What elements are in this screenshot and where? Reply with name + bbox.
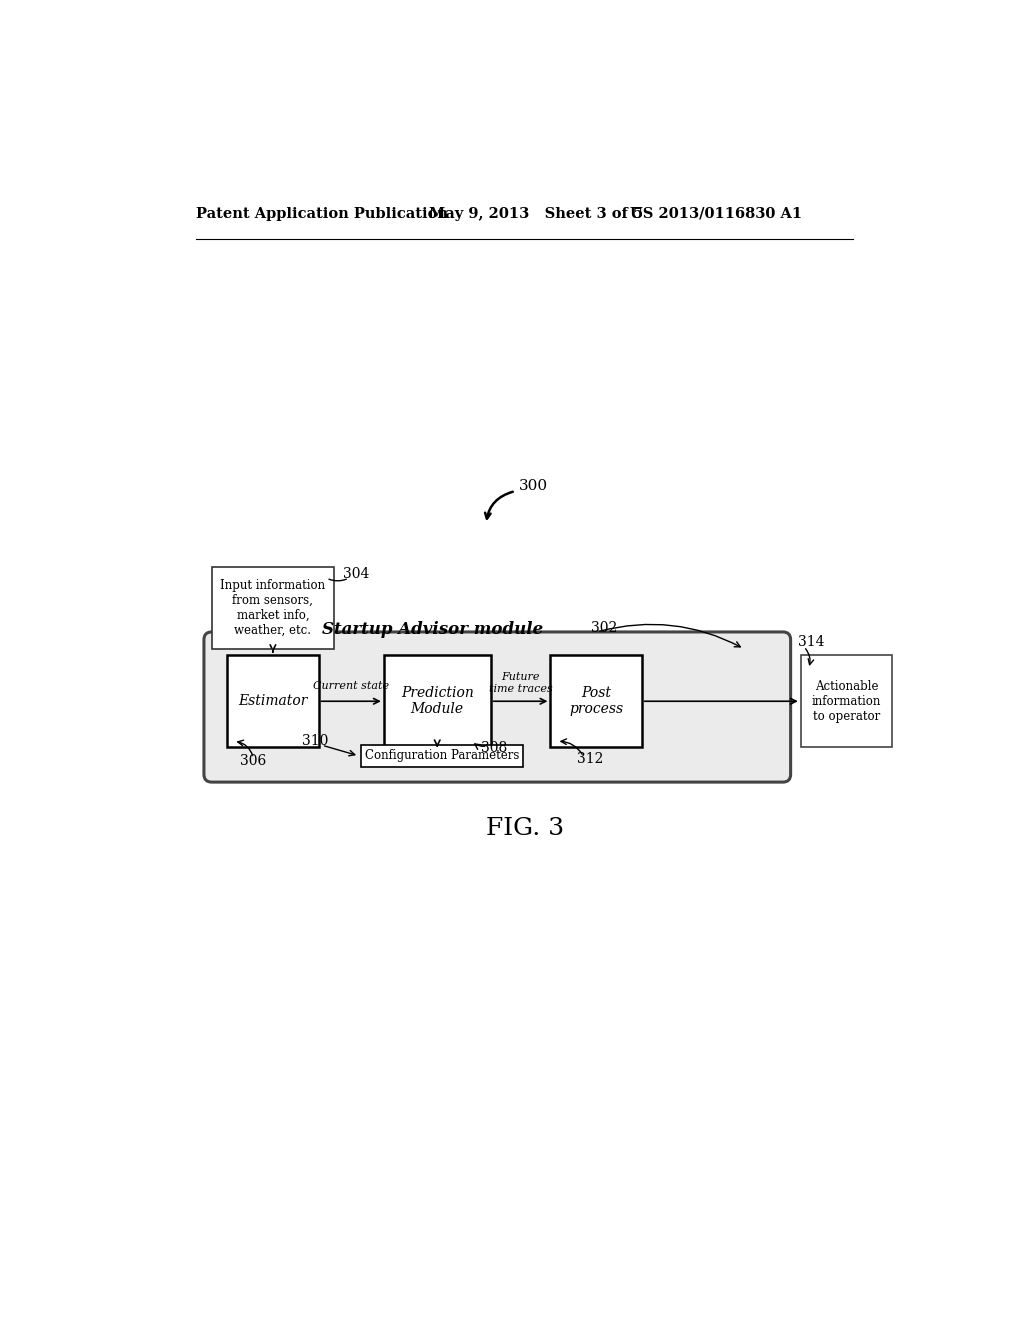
Text: 306: 306 xyxy=(241,754,266,767)
Text: FIG. 3: FIG. 3 xyxy=(485,817,564,840)
Text: 304: 304 xyxy=(343,568,370,581)
FancyBboxPatch shape xyxy=(550,655,642,747)
FancyBboxPatch shape xyxy=(204,632,791,781)
Text: Current state: Current state xyxy=(313,681,389,690)
Text: US 2013/0116830 A1: US 2013/0116830 A1 xyxy=(630,207,803,220)
Text: May 9, 2013   Sheet 3 of 5: May 9, 2013 Sheet 3 of 5 xyxy=(429,207,643,220)
FancyBboxPatch shape xyxy=(384,655,490,747)
Text: 302: 302 xyxy=(592,622,617,635)
FancyBboxPatch shape xyxy=(801,655,892,747)
Text: 300: 300 xyxy=(519,479,549,492)
Text: 312: 312 xyxy=(578,752,604,766)
Text: Actionable
information
to operator: Actionable information to operator xyxy=(812,680,881,723)
Text: Startup Advisor module: Startup Advisor module xyxy=(322,622,543,638)
FancyBboxPatch shape xyxy=(227,655,318,747)
Text: Estimator: Estimator xyxy=(239,694,307,709)
Text: Configuration Parameters: Configuration Parameters xyxy=(365,750,519,763)
Text: Future
time traces: Future time traces xyxy=(488,672,552,693)
Text: 314: 314 xyxy=(798,635,824,649)
FancyBboxPatch shape xyxy=(212,566,334,649)
FancyBboxPatch shape xyxy=(360,744,523,767)
Text: Patent Application Publication: Patent Application Publication xyxy=(197,207,449,220)
Text: Prediction
Module: Prediction Module xyxy=(400,686,473,717)
Text: 308: 308 xyxy=(480,742,507,755)
Text: Input information
from sensors,
market info,
weather, etc.: Input information from sensors, market i… xyxy=(220,578,326,636)
Text: Post
process: Post process xyxy=(569,686,624,717)
Text: 310: 310 xyxy=(302,734,329,748)
